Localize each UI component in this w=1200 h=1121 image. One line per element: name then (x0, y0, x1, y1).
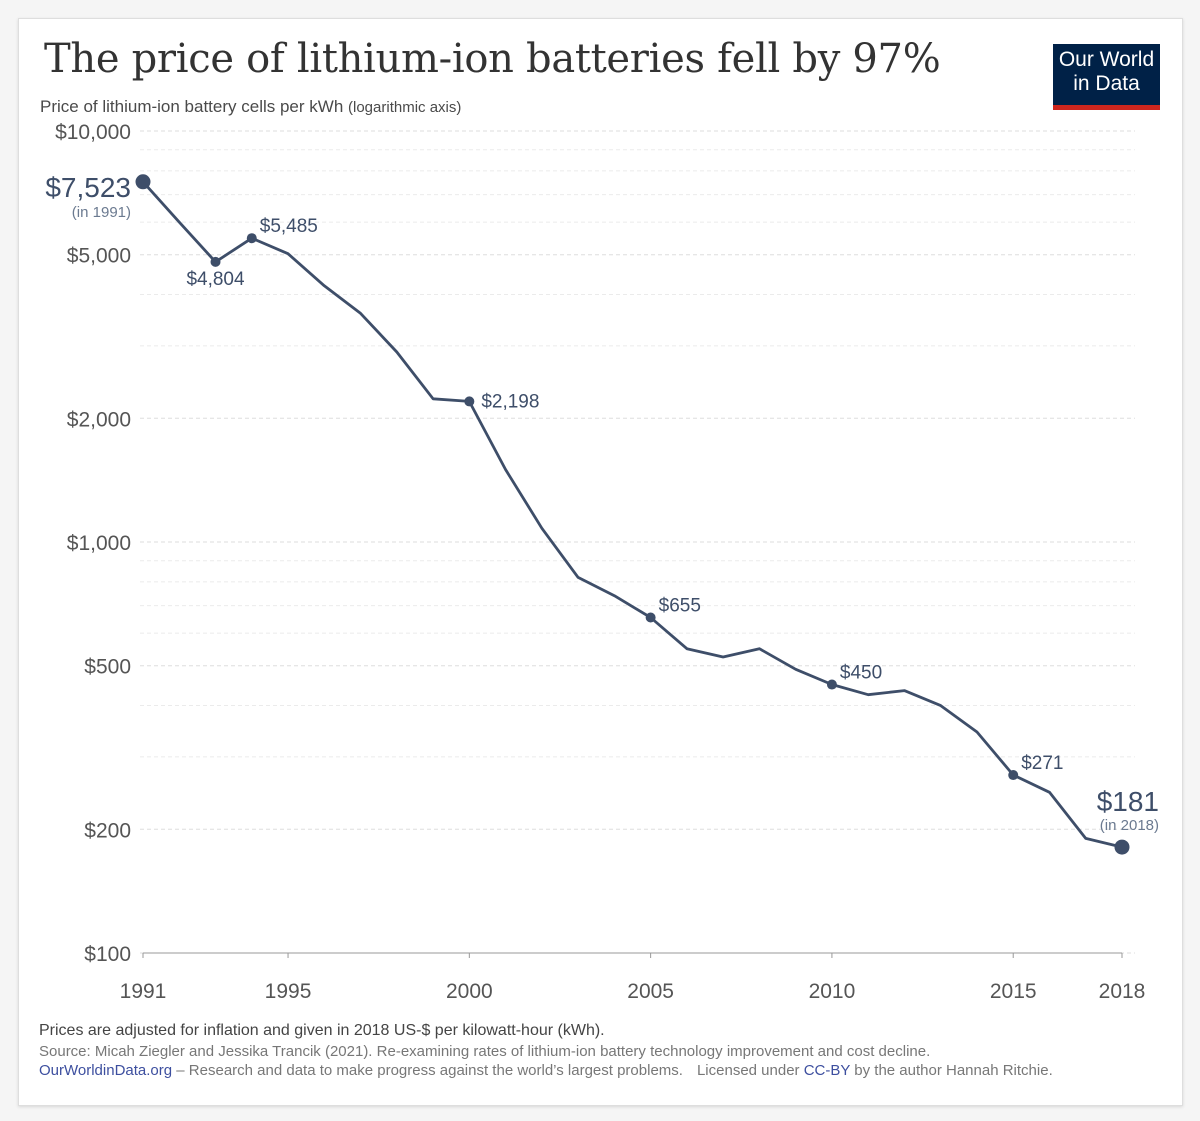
y-tick-label: $1,000 (67, 532, 131, 555)
data-label-sub: (in 1991) (72, 204, 131, 221)
data-point (1114, 839, 1130, 855)
data-point (246, 233, 257, 244)
data-label: $181 (1097, 786, 1159, 817)
data-point (464, 396, 475, 407)
x-tick-label: 2005 (627, 980, 674, 1003)
data-label: $7,523 (45, 172, 131, 203)
footer-credits: OurWorldinData.org – Research and data t… (39, 1062, 1053, 1079)
y-tick-label: $100 (84, 943, 131, 966)
footer-note: Prices are adjusted for inflation and gi… (39, 1022, 605, 1039)
data-point (826, 679, 837, 690)
x-tick-label: 2010 (809, 980, 856, 1003)
data-label: $450 (840, 663, 882, 684)
subtitle-note: (logarithmic axis) (348, 99, 462, 116)
y-tick-label: $200 (84, 819, 131, 842)
data-label-sub: (in 2018) (1100, 817, 1159, 834)
data-label: $4,804 (186, 269, 245, 290)
gridlines (140, 130, 1135, 954)
chart-title: The price of lithium-ion batteries fell … (44, 36, 941, 82)
logo-line-1: Our World (1058, 48, 1155, 71)
y-tick-label: $5,000 (67, 245, 131, 268)
data-label: $2,198 (481, 391, 539, 412)
license-suffix: by the author Hannah Ritchie. (850, 1062, 1053, 1079)
data-label: $271 (1021, 753, 1063, 774)
logo-line-2: in Data (1073, 72, 1140, 95)
site-description: – Research and data to make progress aga… (172, 1062, 683, 1079)
chart-card (18, 18, 1183, 1106)
x-tick-label: 2018 (1099, 980, 1146, 1003)
data-label: $5,485 (260, 216, 318, 237)
y-tick-label: $500 (84, 656, 131, 679)
x-axis-ticks: 1991 1995 2000 2005 2010 2015 2018 (120, 952, 1146, 1003)
x-tick-label: 2015 (990, 980, 1037, 1003)
data-point (1008, 770, 1019, 781)
data-label: $655 (659, 596, 701, 617)
data-point (645, 612, 656, 623)
data-point (135, 174, 151, 190)
license-prefix: Licensed under (696, 1062, 804, 1079)
site-link[interactable]: OurWorldinData.org (39, 1062, 173, 1079)
y-axis-ticks: $100 $200 $500 $1,000 $2,000 $5,000 $10,000 (55, 121, 131, 966)
x-tick-label: 1995 (265, 980, 312, 1003)
series-layer (135, 174, 1130, 855)
y-tick-label: $10,000 (55, 121, 131, 144)
footer-source: Source: Micah Ziegler and Jessika Tranci… (39, 1043, 931, 1060)
chart-subtitle: Price of lithium-ion battery cells per k… (40, 97, 461, 117)
data-labels: $7,523(in 1991) $4,804 $5,485 $2,198 $655 $45… (45, 172, 1159, 834)
license-link[interactable]: CC-BY (803, 1062, 851, 1079)
series-line (141, 180, 1124, 849)
y-tick-label: $2,000 (67, 408, 131, 431)
x-tick-label: 2000 (446, 980, 493, 1003)
subtitle-main: Price of lithium-ion battery cells per k… (40, 97, 344, 116)
x-tick-label: 1991 (120, 980, 167, 1003)
data-point (210, 256, 221, 267)
owid-logo[interactable]: Our World in Data (1053, 44, 1160, 110)
